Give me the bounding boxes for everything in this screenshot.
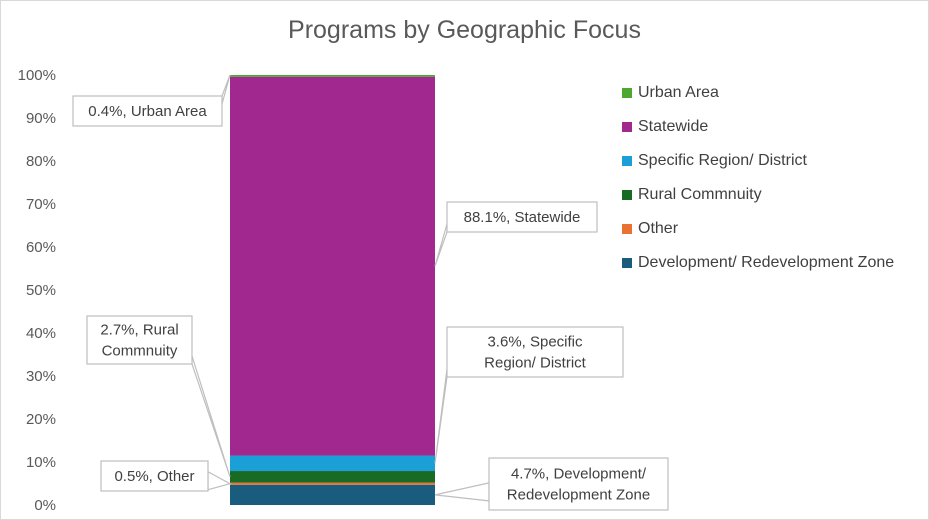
legend-label: Rural Commnuity <box>638 186 762 203</box>
y-tick-label: 100% <box>18 67 56 84</box>
bar-segment-development-redevelopment-zone <box>230 484 435 505</box>
legend-swatch <box>622 190 632 200</box>
legend-label: Development/ Redevelopment Zone <box>638 254 895 271</box>
y-tick-label: 40% <box>26 325 56 342</box>
legend-label: Other <box>638 220 679 237</box>
legend-item-other: Other <box>622 212 927 246</box>
callout-box <box>100 460 209 492</box>
callout-box <box>72 95 223 127</box>
legend-item-urban-area: Urban Area <box>622 76 927 110</box>
bar-segment-other <box>230 482 435 485</box>
callout-pointer <box>191 355 231 478</box>
legend-swatch <box>622 156 632 166</box>
y-tick-label: 0% <box>34 497 56 514</box>
data-label-development-redevelopment-zone: 4.7%, Development/Redevelopment Zone <box>507 466 650 504</box>
chart-title: Programs by Geographic Focus <box>288 16 641 44</box>
legend-swatch <box>622 224 632 234</box>
y-tick-label: 20% <box>26 411 56 428</box>
legend-swatch <box>622 258 632 268</box>
y-tick-label: 90% <box>26 110 56 127</box>
bar-segment-specific-region-district <box>230 455 435 472</box>
bar-segment-urban-area <box>230 75 435 77</box>
legend-item-rural-commnuity: Rural Commnuity <box>622 178 927 212</box>
callout-pointer <box>434 223 448 267</box>
callout-box <box>86 315 193 365</box>
callout-pointer <box>434 368 448 464</box>
bar-segment-rural-commnuity <box>230 471 435 483</box>
data-label-other: 0.5%, Other <box>114 468 194 485</box>
bar-segment-statewide <box>230 76 435 456</box>
callout-pointer <box>221 74 231 105</box>
legend: Urban Area Statewide Specific Region/ Dist… <box>622 76 927 280</box>
legend-label: Specific Region/ District <box>638 152 807 169</box>
callout-box <box>488 457 669 511</box>
legend-label: Statewide <box>638 118 709 135</box>
callout-box <box>446 326 624 378</box>
callout-pointer <box>207 470 232 491</box>
y-tick-label: 50% <box>26 282 56 299</box>
y-tick-label: 80% <box>26 153 56 170</box>
data-label-statewide: 88.1%, Statewide <box>464 209 581 226</box>
data-label-specific-region-district: 3.6%, Specific Region/ District <box>484 334 587 372</box>
legend-swatch <box>622 88 632 98</box>
data-label-rural-commnuity: 2.7%, Rural Commnuity <box>100 322 178 360</box>
y-tick-label: 30% <box>26 368 56 385</box>
callout-box <box>446 201 598 233</box>
callout-pointer <box>434 482 490 502</box>
y-tick-label: 70% <box>26 196 56 213</box>
y-tick-label: 60% <box>26 239 56 256</box>
legend-swatch <box>622 122 632 132</box>
data-label-urban-area: 0.4%, Urban Area <box>88 103 207 120</box>
y-tick-label: 10% <box>26 454 56 471</box>
legend-item-development-redevelopment-zone: Development/ Redevelopment Zone <box>622 246 927 280</box>
legend-item-statewide: Statewide <box>622 110 927 144</box>
legend-label: Urban Area <box>638 84 719 101</box>
legend-item-specific-region-district: Specific Region/ District <box>622 144 927 178</box>
